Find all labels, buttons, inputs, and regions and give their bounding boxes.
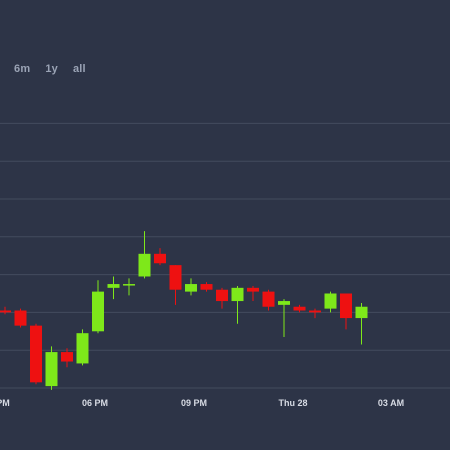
candle [154,248,166,266]
candle [45,346,58,390]
candle-body [169,265,182,290]
candle [324,291,337,313]
candle-body [340,293,352,319]
candle-body [247,287,259,292]
candle-body [309,310,321,313]
candle-body [185,284,197,292]
candle-body [138,253,151,277]
candle [76,329,89,366]
range-6m-button[interactable]: 6m [14,63,31,75]
x-tick-label: Thu 28 [278,398,307,408]
candle [169,265,182,305]
candle [355,302,368,345]
candle-body [262,291,275,307]
candle-body [76,333,89,364]
candle-body [324,293,337,309]
candle-body [45,352,58,387]
candle-body [61,352,73,362]
range-1y-button[interactable]: 1y [45,63,58,75]
candle [61,348,73,368]
candle [216,287,228,309]
x-tick-label: 06 PM [82,398,108,408]
candle-body [123,284,135,286]
candle-body [154,253,166,264]
candle [293,304,306,313]
x-axis: PM 06 PM 09 PM Thu 28 03 AM [0,398,404,408]
candle [340,293,352,330]
candle-body [14,310,27,326]
candle [107,276,120,300]
candle-body [293,306,306,311]
candle-body [30,325,42,383]
candle [262,289,275,311]
candle-body [0,310,11,313]
candle [309,308,321,319]
range-selector: 6m 1y all [14,63,86,75]
range-all-button[interactable]: all [72,63,86,75]
x-tick-label: PM [0,398,10,408]
candle [138,231,151,279]
candle [0,306,11,315]
candle [123,278,135,296]
candle-body [216,289,228,302]
candle-body [107,284,120,288]
candle [14,308,27,328]
candle [200,282,213,292]
candle [247,285,259,302]
candle [231,285,244,324]
candle [92,280,104,334]
candle [185,278,197,296]
candle-body [278,301,290,305]
candle [30,323,42,385]
x-tick-label: 09 PM [181,398,207,408]
grid-lines [0,122,450,389]
x-tick-label: 03 AM [378,398,404,408]
candle-body [355,306,368,319]
candle-body [92,291,104,332]
candles [0,231,368,390]
candle-body [231,287,244,302]
candle [278,299,290,337]
candle-body [200,284,213,290]
